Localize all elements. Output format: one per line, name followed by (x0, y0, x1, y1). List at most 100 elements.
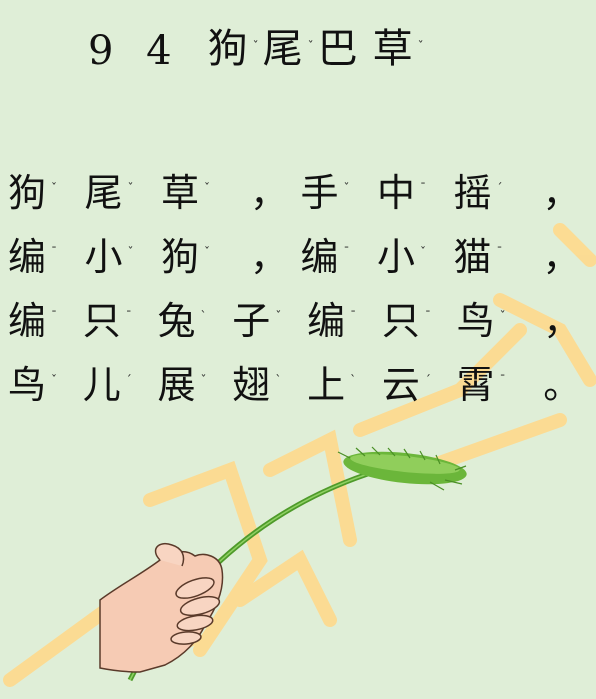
tone-mark: ¯ (419, 181, 426, 195)
tone-mark: ˇ (127, 181, 134, 195)
tone-mark: ˇ (51, 181, 58, 195)
poem-char: 编 ¯ (301, 234, 377, 280)
hanzi: 儿 (82, 363, 121, 407)
tone-mark: ¯ (350, 309, 357, 323)
tone-mark: ˋ (200, 309, 207, 323)
hanzi: 只 (82, 299, 121, 343)
poem-char: 编 ¯ (307, 298, 382, 344)
hand-icon (99, 543, 224, 673)
poem-char: 霄 ¯ (457, 362, 532, 408)
grass-spike-icon (337, 446, 467, 491)
tone-mark: ˊ (125, 373, 132, 387)
tone-mark: ˊ (424, 373, 431, 387)
tone-mark: ¯ (499, 373, 506, 387)
hanzi: 云 (381, 363, 420, 407)
hanzi: 霄 (456, 363, 495, 407)
poem: 狗 ˇ 尾 ˇ 草 ˇ，手 ˇ 中 ¯ 摇 ˊ，编 ¯ 小 ˇ 狗 ˇ，编 ¯ 小 ˇ 猫 ¯，编 ¯ 只 ¯ 兔 ˋ 子 ˇ 编 ¯ 只 ¯… (8, 152, 593, 408)
poem-line: 编 ¯ 只 ¯ 兔 ˋ 子 ˇ 编 ¯ 只 ¯ 鸟 ˇ， (8, 280, 593, 344)
hanzi: 尾 (84, 171, 123, 215)
tone-mark: ¯ (343, 245, 350, 259)
tone-mark: ˇ (203, 245, 210, 259)
poem-char: 编 ¯ (8, 298, 83, 344)
grass-stem (127, 467, 381, 682)
hanzi: 翅 (232, 363, 271, 407)
hanzi: ， (542, 235, 581, 279)
punctuation: ， (530, 234, 593, 280)
hanzi: 编 (300, 235, 339, 279)
hanzi: 展 (157, 363, 196, 407)
poem-line: 编 ¯ 小 ˇ 狗 ˇ，编 ¯ 小 ˇ 猫 ¯， (8, 216, 593, 280)
hanzi: 中 (376, 171, 415, 215)
punctuation: 。 (531, 362, 593, 408)
tone-mark: ¯ (51, 245, 58, 259)
hanzi: 摇 (453, 171, 492, 215)
punctuation: ， (237, 170, 300, 216)
tone-mark: ¯ (125, 309, 132, 323)
title-char: 巴 (317, 26, 358, 72)
tone-mark: ˇ (203, 181, 210, 195)
hanzi: ， (249, 171, 288, 215)
title-char: 狗 ˇ (207, 26, 259, 72)
tone-mark: ¯ (51, 309, 58, 323)
hanzi: 兔 (157, 299, 196, 343)
poem-char: 编 ¯ (8, 234, 84, 280)
hanzi: 草 (160, 171, 199, 215)
hanzi: 猫 (453, 235, 492, 279)
poem-char: 只 ¯ (83, 298, 158, 344)
hanzi: 编 (8, 235, 47, 279)
tone-mark: ¯ (496, 245, 503, 259)
tone-mark: ˇ (127, 245, 134, 259)
hanzi: 鸟 (8, 363, 47, 407)
hanzi: 狗 (8, 171, 47, 215)
hanzi: 上 (307, 363, 346, 407)
hanzi: 小 (376, 235, 415, 279)
hanzi: ， (543, 299, 582, 343)
tone-mark: ˇ (343, 181, 350, 195)
hanzi: ， (542, 171, 581, 215)
hanzi: 编 (307, 299, 346, 343)
poem-char: 只 ¯ (382, 298, 457, 344)
title-char: 尾 ˇ (262, 26, 314, 72)
hanzi: 只 (381, 299, 420, 343)
punctuation: ， (531, 298, 593, 344)
poem-line: 狗 ˇ 尾 ˇ 草 ˇ，手 ˇ 中 ¯ 摇 ˊ， (8, 152, 593, 216)
poem-char: 中 ¯ (377, 170, 453, 216)
hanzi: 鸟 (456, 299, 495, 343)
hanzi: 小 (84, 235, 123, 279)
tone-mark: ˋ (350, 373, 357, 387)
lesson-number: 9 4 (88, 28, 182, 74)
grass-stem-highlight (129, 469, 381, 681)
tone-mark: ˊ (496, 181, 503, 195)
title-char: 草 ˇ (372, 26, 424, 72)
hanzi: ， (249, 235, 288, 279)
hanzi: 狗 (160, 235, 199, 279)
title: 9 4 狗 ˇ 尾 ˇ 巴 草 ˇ (88, 22, 428, 74)
tone-mark: ˇ (200, 373, 207, 387)
tone-mark: ¯ (424, 309, 431, 323)
hanzi: 子 (232, 299, 271, 343)
hanzi: 手 (300, 171, 339, 215)
tone-mark: ˇ (419, 245, 426, 259)
punctuation: ， (237, 234, 300, 280)
tone-mark: ˋ (275, 373, 282, 387)
tone-mark: ˇ (275, 309, 282, 323)
poem-line: 鸟 ˇ 儿 ˊ 展 ˇ 翅 ˋ 上 ˋ 云 ˊ 霄 ¯。 (8, 344, 593, 408)
